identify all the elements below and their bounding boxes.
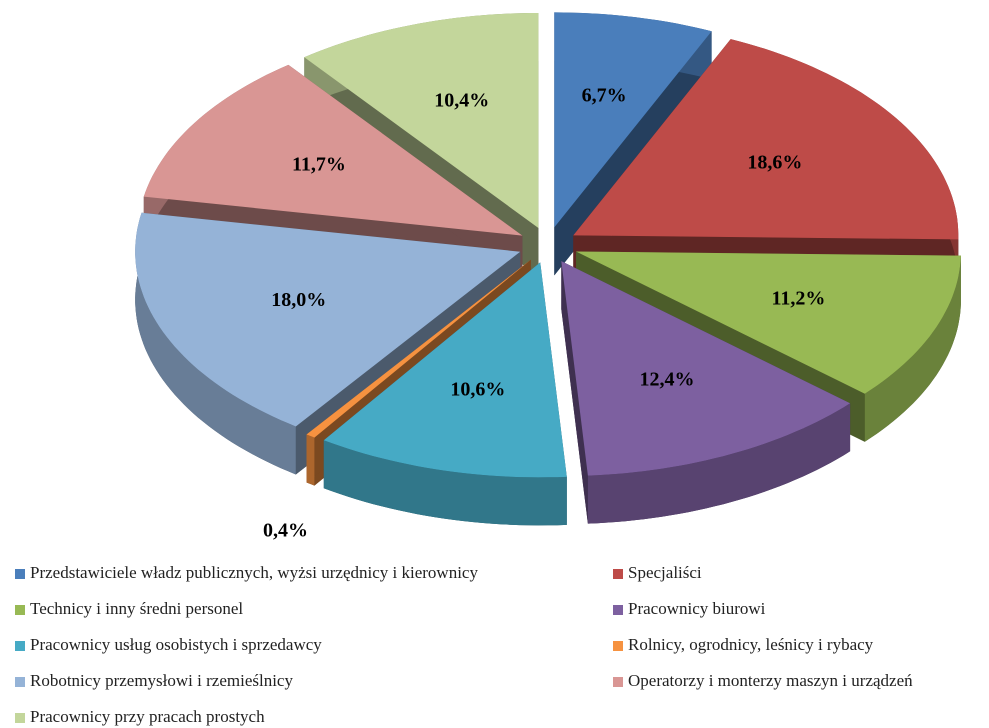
legend-swatch	[15, 641, 25, 651]
legend-swatch	[15, 713, 25, 723]
legend-label: Rolnicy, ogrodnicy, leśnicy i rybacy	[628, 635, 874, 654]
slice-wall	[306, 434, 315, 486]
legend-label: Specjaliści	[628, 563, 702, 582]
legend-label: Technicy i inny średni personel	[30, 599, 243, 618]
slice-top	[573, 39, 959, 240]
legend-swatch	[15, 605, 25, 615]
legend-swatch	[613, 605, 623, 615]
slice	[323, 262, 567, 526]
legend-swatch	[15, 569, 25, 579]
legend-swatch	[613, 677, 623, 687]
legend-label: Operatorzy i monterzy maszyn i urządzeń	[628, 671, 913, 690]
data-label: 10,6%	[450, 379, 505, 401]
legend-swatch	[613, 641, 623, 651]
slice-wall	[864, 255, 961, 442]
legend-label: Pracownicy przy pracach prostych	[30, 707, 265, 726]
slice-top	[306, 259, 531, 438]
data-label: 6,7%	[582, 85, 627, 107]
slice-wall	[323, 440, 567, 526]
data-label: 12,4%	[639, 368, 694, 390]
slice-top	[304, 13, 539, 228]
data-label: 11,7%	[292, 154, 346, 176]
slice-top	[576, 251, 961, 394]
data-label: 18,0%	[271, 289, 326, 311]
data-label: 11,2%	[771, 287, 825, 309]
slice	[561, 261, 851, 524]
legend-label: Pracownicy biurowi	[628, 599, 766, 618]
slice-top	[323, 262, 567, 478]
slice-top	[561, 261, 851, 476]
legend-swatch	[15, 677, 25, 687]
data-label: 18,6%	[747, 152, 802, 174]
legend-label: Robotnicy przemysłowi i rzemieślnicy	[30, 671, 293, 690]
slice-top	[143, 64, 523, 236]
slice-top	[135, 212, 521, 427]
data-label: 0,4%	[263, 520, 308, 542]
legend-label: Pracownicy usług osobistych i sprzedawcy	[30, 635, 322, 654]
slice-top	[554, 12, 712, 228]
slice-wall	[135, 212, 296, 475]
slice-wall	[587, 403, 851, 524]
slice-side	[561, 261, 588, 524]
data-label: 10,4%	[434, 89, 489, 111]
legend-swatch	[613, 569, 623, 579]
legend-label: Przedstawiciele władz publicznych, wyżsi…	[30, 563, 478, 582]
